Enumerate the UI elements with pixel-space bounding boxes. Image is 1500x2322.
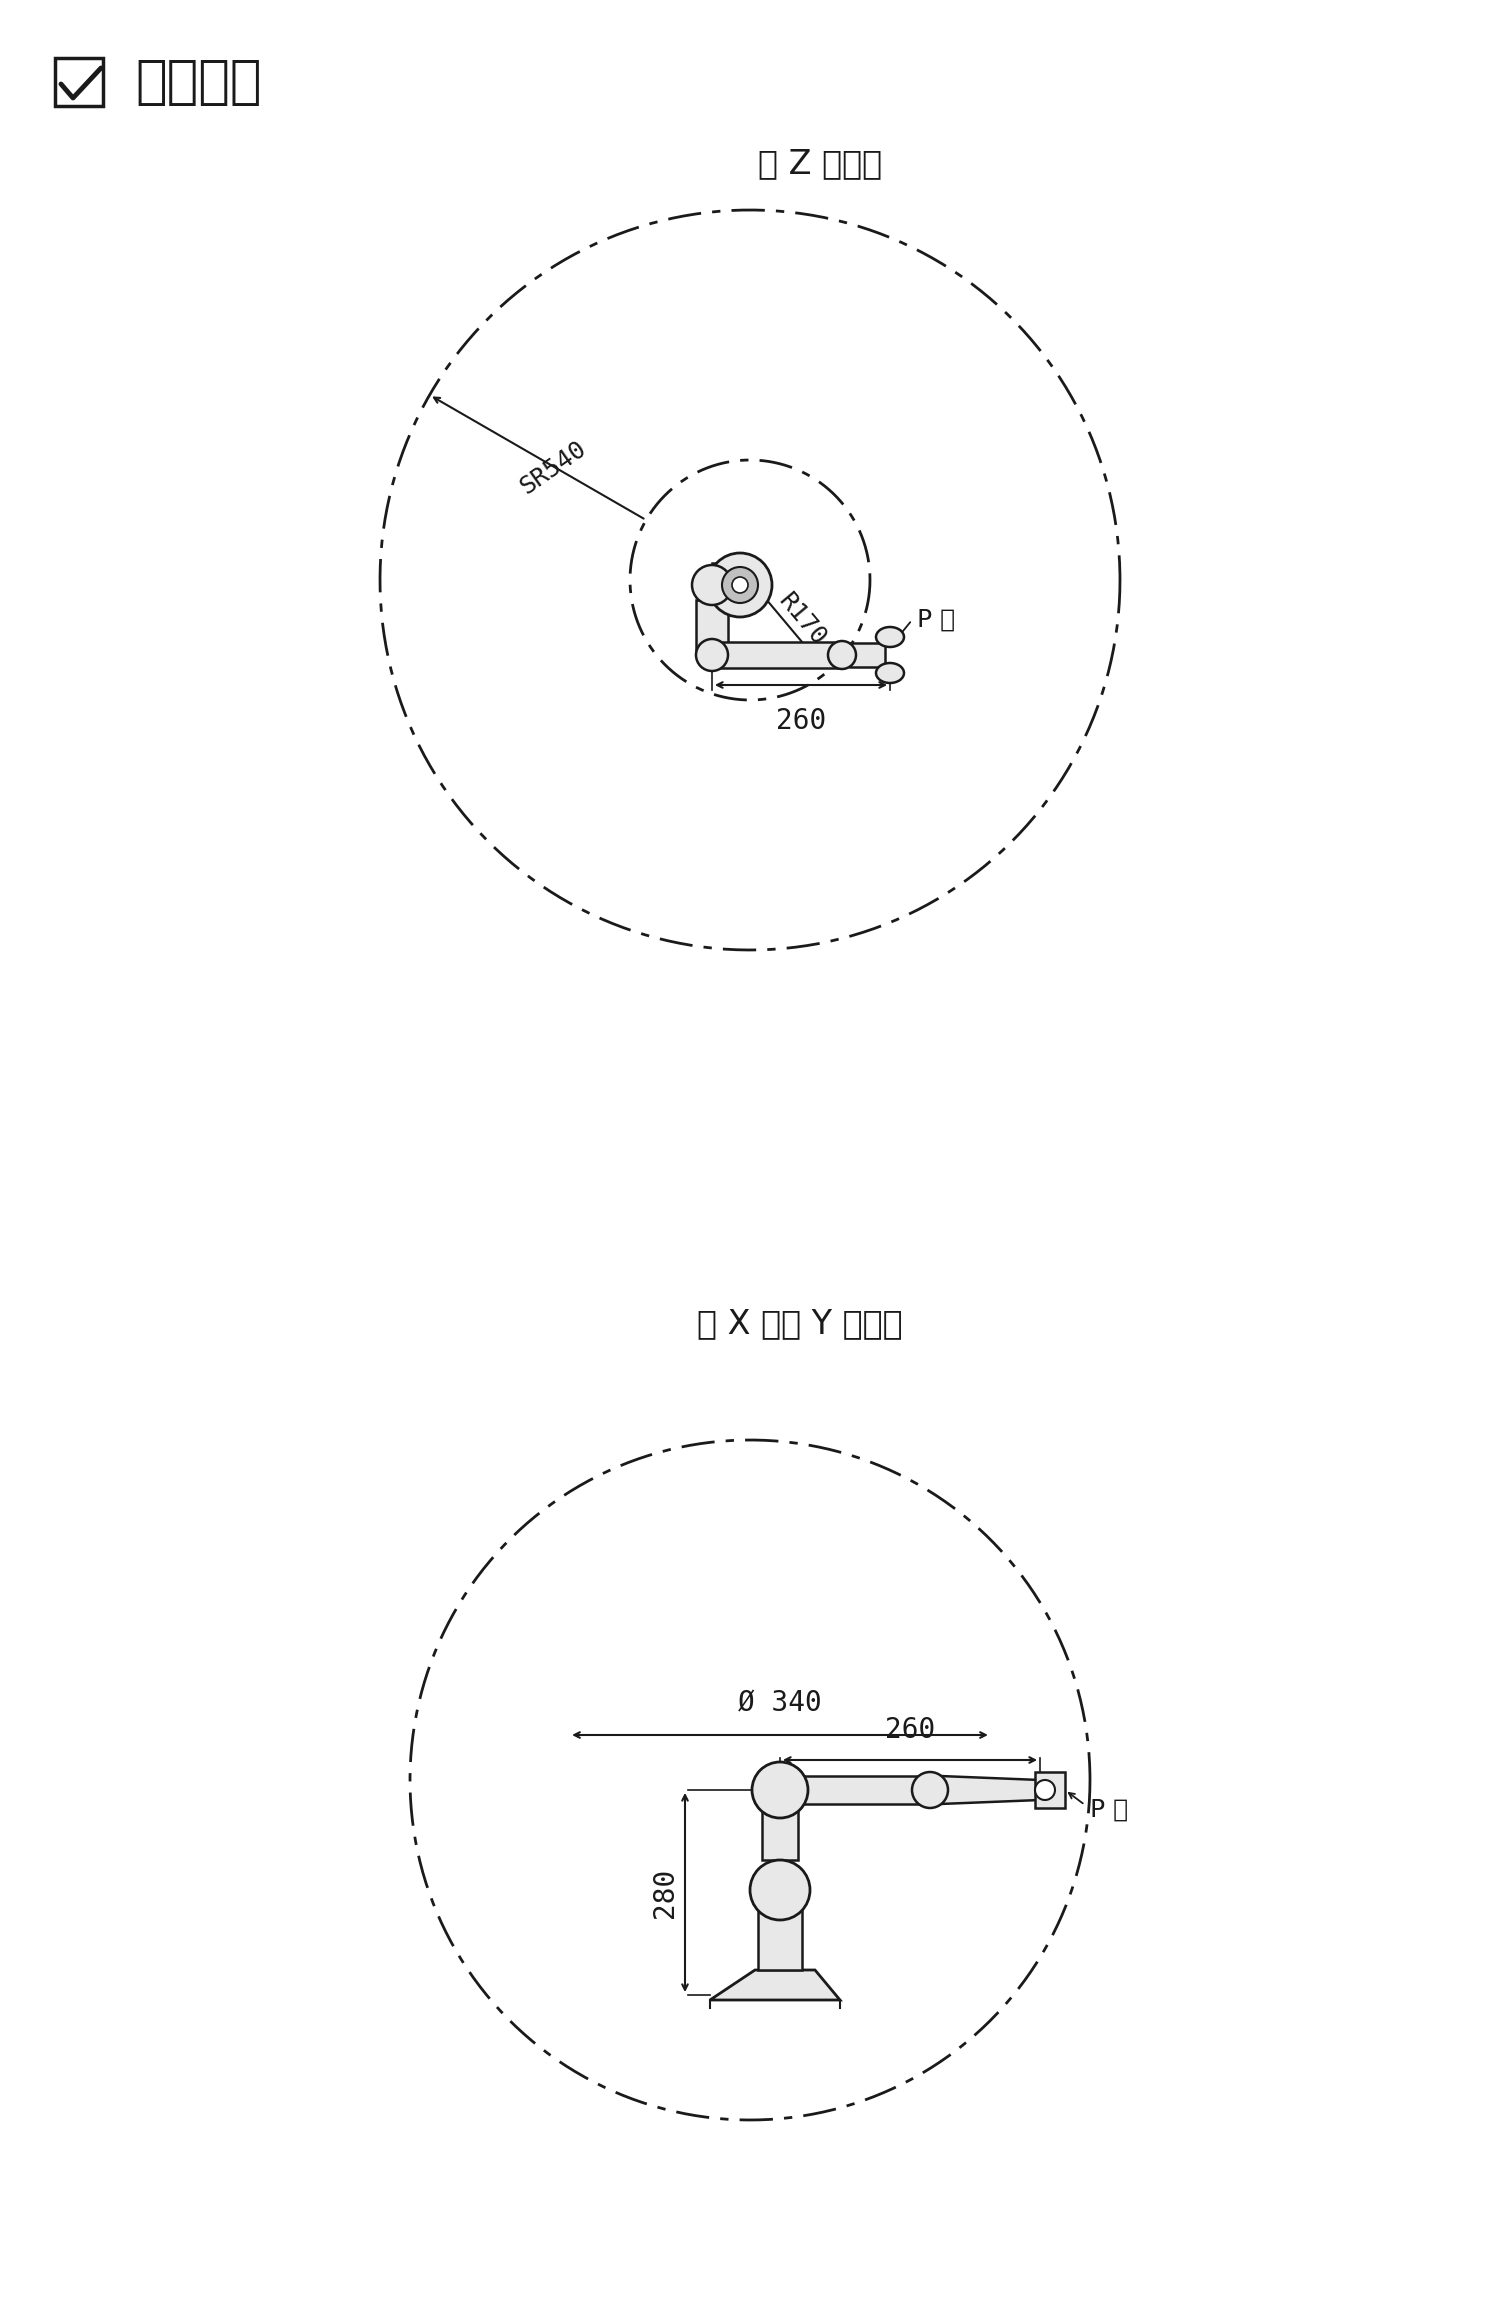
Circle shape: [692, 564, 732, 606]
Text: 280: 280: [651, 1867, 680, 1918]
Ellipse shape: [876, 627, 904, 648]
Text: 260: 260: [776, 706, 826, 736]
Bar: [1035, 1772, 1065, 1809]
Bar: [850, 643, 885, 666]
Circle shape: [696, 639, 728, 671]
Text: 运动范围: 运动范围: [135, 56, 261, 109]
Text: P 点: P 点: [916, 608, 956, 632]
Text: 沿 X 轴或 Y 轴方向: 沿 X 轴或 Y 轴方向: [698, 1307, 903, 1340]
Text: SR540: SR540: [514, 437, 591, 499]
Circle shape: [912, 1772, 948, 1809]
Circle shape: [722, 567, 758, 604]
Text: P 点: P 点: [1090, 1797, 1128, 1823]
Circle shape: [1035, 1781, 1054, 1800]
Bar: [712, 641, 842, 669]
Polygon shape: [710, 1969, 840, 1999]
Bar: [696, 599, 728, 655]
Bar: [56, 58, 104, 107]
Circle shape: [752, 1762, 808, 1818]
Text: R170: R170: [774, 590, 831, 650]
Bar: [762, 1790, 798, 1860]
Bar: [758, 1890, 802, 1969]
Circle shape: [750, 1860, 810, 1920]
Text: 沿 Z 轴方向: 沿 Z 轴方向: [758, 146, 882, 181]
Circle shape: [828, 641, 856, 669]
Text: 260: 260: [885, 1716, 934, 1744]
Circle shape: [708, 553, 772, 618]
Ellipse shape: [876, 664, 904, 683]
Text: Ø 340: Ø 340: [738, 1688, 822, 1716]
Circle shape: [732, 576, 748, 592]
Bar: [780, 1776, 930, 1804]
Bar: [712, 562, 742, 606]
Polygon shape: [940, 1776, 1040, 1804]
